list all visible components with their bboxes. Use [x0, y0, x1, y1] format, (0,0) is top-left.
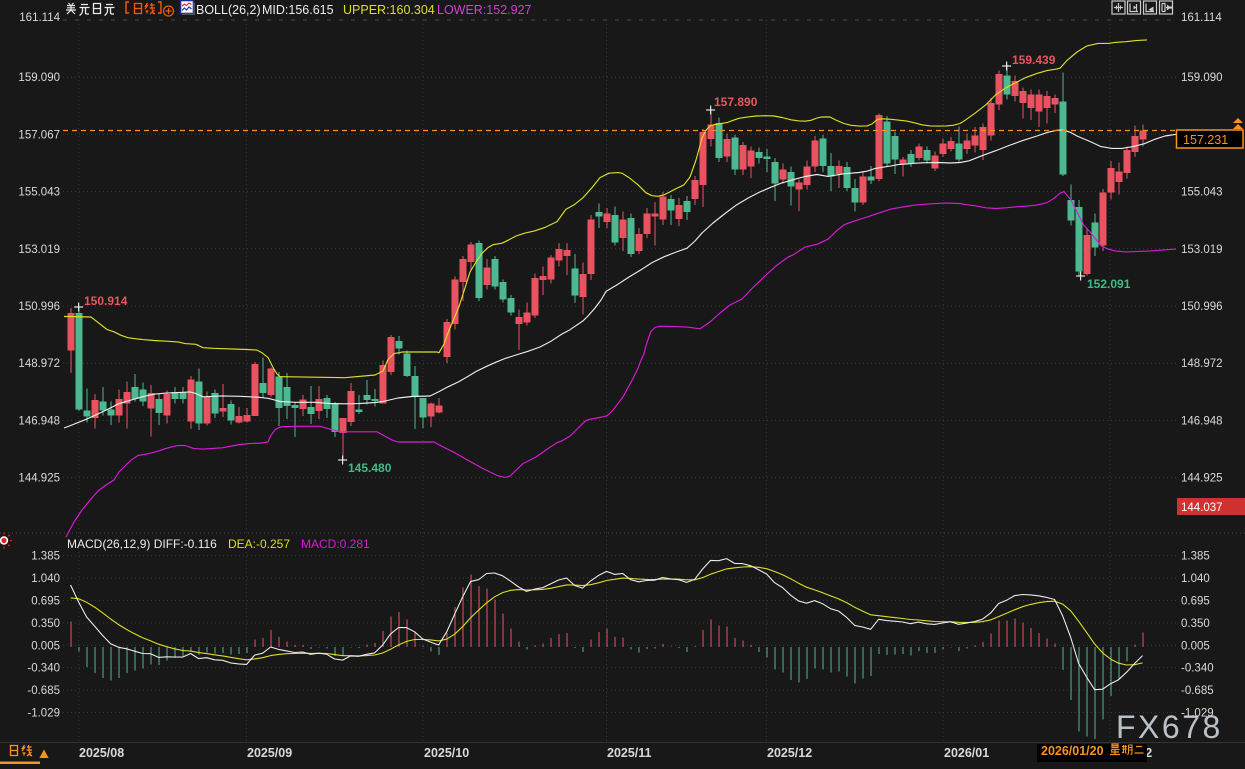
svg-text:0.350: 0.350 [1181, 618, 1210, 630]
svg-text:161.114: 161.114 [19, 12, 60, 24]
svg-text:-0.685: -0.685 [27, 685, 60, 697]
svg-text:157.067: 157.067 [18, 129, 60, 141]
svg-text:UPPER:160.304: UPPER:160.304 [343, 3, 435, 17]
svg-text:1.040: 1.040 [31, 573, 60, 585]
svg-text:2025/10: 2025/10 [424, 746, 469, 760]
svg-text:148.972: 148.972 [1181, 358, 1223, 370]
svg-text:FX678: FX678 [1116, 709, 1223, 745]
svg-text:146.948: 146.948 [18, 415, 60, 427]
svg-text:0.695: 0.695 [1181, 596, 1210, 608]
svg-text:157.890: 157.890 [714, 95, 758, 109]
svg-text:2025/11: 2025/11 [607, 746, 652, 760]
svg-text:153.019: 153.019 [1181, 244, 1223, 256]
svg-text:0.005: 0.005 [31, 640, 60, 652]
svg-text:144.925: 144.925 [18, 473, 60, 485]
svg-text:159.439: 159.439 [1012, 53, 1056, 67]
svg-text:-0.340: -0.340 [1181, 663, 1214, 675]
svg-text:150.996: 150.996 [1181, 301, 1223, 313]
svg-text:144.037: 144.037 [1181, 502, 1223, 514]
svg-text:153.019: 153.019 [18, 244, 60, 256]
svg-text:0.350: 0.350 [31, 618, 60, 630]
svg-text:159.090: 159.090 [1181, 72, 1223, 84]
svg-text:150.914: 150.914 [84, 294, 128, 308]
svg-text:155.043: 155.043 [18, 187, 60, 199]
svg-text:MACD(26,12,9) DIFF:-0.116: MACD(26,12,9) DIFF:-0.116 [67, 537, 217, 551]
svg-text:152.091: 152.091 [1087, 277, 1131, 291]
svg-text:0.005: 0.005 [1181, 640, 1210, 652]
svg-text:2025/12: 2025/12 [767, 746, 812, 760]
svg-text:BOLL(26,2): BOLL(26,2) [196, 3, 261, 17]
svg-text:1.385: 1.385 [1181, 551, 1210, 563]
svg-text:1.040: 1.040 [1181, 573, 1210, 585]
svg-text:LOWER:152.927: LOWER:152.927 [437, 3, 532, 17]
svg-text:-1.029: -1.029 [27, 708, 60, 720]
svg-text:1.385: 1.385 [31, 551, 60, 563]
svg-text:146.948: 146.948 [1181, 415, 1223, 427]
svg-text:159.090: 159.090 [18, 72, 60, 84]
svg-text:0.695: 0.695 [31, 596, 60, 608]
svg-text:144.925: 144.925 [1181, 473, 1223, 485]
svg-text:2026/01: 2026/01 [944, 746, 989, 760]
svg-text:155.043: 155.043 [1181, 187, 1223, 199]
svg-text:MID:156.615: MID:156.615 [262, 3, 334, 17]
svg-text:157.231: 157.231 [1183, 133, 1228, 147]
svg-text:145.480: 145.480 [348, 461, 392, 475]
svg-text:2025/08: 2025/08 [79, 746, 124, 760]
svg-text:-1.029: -1.029 [1181, 708, 1214, 720]
svg-text:MACD:0.281: MACD:0.281 [301, 537, 370, 551]
svg-text:161.114: 161.114 [1181, 12, 1222, 24]
svg-text:2025/09: 2025/09 [247, 746, 292, 760]
svg-text:148.972: 148.972 [18, 358, 60, 370]
svg-text:DEA:-0.257: DEA:-0.257 [228, 537, 290, 551]
svg-text:150.996: 150.996 [18, 301, 60, 313]
svg-text:-0.685: -0.685 [1181, 685, 1214, 697]
svg-text:-0.340: -0.340 [27, 663, 60, 675]
svg-text:2026/01/20: 2026/01/20 [1041, 744, 1104, 758]
